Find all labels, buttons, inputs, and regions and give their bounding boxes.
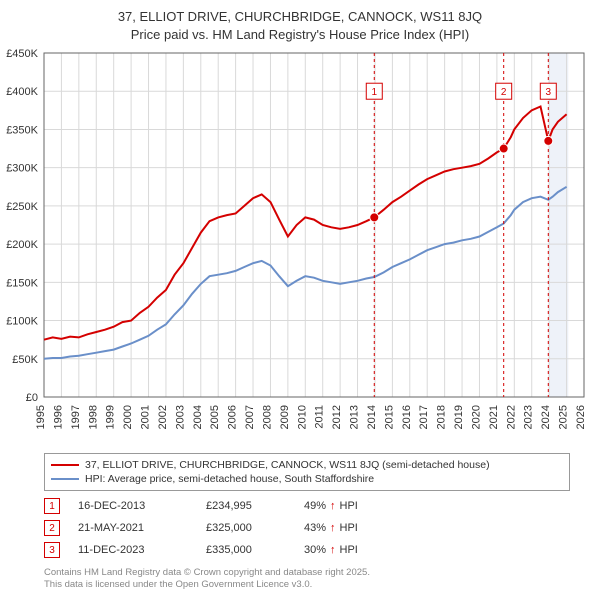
x-tick-label: 1999 bbox=[105, 405, 117, 429]
marker-badge-label-1: 1 bbox=[371, 87, 377, 98]
y-tick-label: £0 bbox=[26, 392, 38, 404]
transaction-diff-suffix: HPI bbox=[340, 522, 358, 534]
y-tick-label: £350K bbox=[6, 125, 38, 137]
x-tick-label: 2001 bbox=[140, 405, 152, 429]
y-tick-label: £300K bbox=[6, 163, 38, 175]
x-tick-label: 2008 bbox=[261, 405, 273, 429]
transaction-price: £335,000 bbox=[206, 544, 286, 556]
transaction-badge: 1 bbox=[44, 498, 60, 514]
x-tick-label: 2002 bbox=[157, 405, 169, 429]
legend-swatch bbox=[51, 464, 79, 466]
x-tick-label: 2005 bbox=[209, 405, 221, 429]
transaction-diff-suffix: HPI bbox=[340, 500, 358, 512]
chart-title: 37, ELLIOT DRIVE, CHURCHBRIDGE, CANNOCK,… bbox=[0, 0, 600, 47]
x-tick-label: 2020 bbox=[470, 405, 482, 429]
arrow-up-icon: ↑ bbox=[330, 522, 336, 534]
x-tick-label: 2010 bbox=[296, 405, 308, 429]
x-tick-label: 2007 bbox=[244, 405, 256, 429]
transaction-row: 3 11-DEC-2023 £335,000 30% ↑ HPI bbox=[44, 539, 570, 561]
x-tick-label: 2009 bbox=[279, 405, 291, 429]
x-tick-label: 2023 bbox=[523, 405, 535, 429]
x-tick-label: 2006 bbox=[227, 405, 239, 429]
transaction-price: £234,995 bbox=[206, 500, 286, 512]
legend-box: 37, ELLIOT DRIVE, CHURCHBRIDGE, CANNOCK,… bbox=[44, 453, 570, 491]
x-tick-label: 1996 bbox=[52, 405, 64, 429]
transaction-date: 11-DEC-2023 bbox=[78, 544, 188, 556]
x-tick-label: 2000 bbox=[122, 405, 134, 429]
transaction-diff-pct: 43% bbox=[304, 522, 326, 534]
title-line2: Price paid vs. HM Land Registry's House … bbox=[10, 26, 590, 44]
x-tick-label: 2019 bbox=[453, 405, 465, 429]
legend-swatch bbox=[51, 478, 79, 480]
transaction-price: £325,000 bbox=[206, 522, 286, 534]
transaction-row: 1 16-DEC-2013 £234,995 49% ↑ HPI bbox=[44, 495, 570, 517]
x-tick-label: 2011 bbox=[314, 405, 326, 429]
marker-point-1 bbox=[370, 213, 379, 222]
arrow-up-icon: ↑ bbox=[330, 544, 336, 556]
marker-badge-label-3: 3 bbox=[546, 87, 552, 98]
x-tick-label: 2017 bbox=[418, 405, 430, 429]
y-tick-label: £100K bbox=[6, 316, 38, 328]
x-tick-label: 1995 bbox=[35, 405, 47, 429]
transaction-date: 21-MAY-2021 bbox=[78, 522, 188, 534]
x-tick-label: 2016 bbox=[401, 405, 413, 429]
marker-badge-label-2: 2 bbox=[501, 87, 507, 98]
y-tick-label: £400K bbox=[6, 86, 38, 98]
transaction-row: 2 21-MAY-2021 £325,000 43% ↑ HPI bbox=[44, 517, 570, 539]
legend-label: 37, ELLIOT DRIVE, CHURCHBRIDGE, CANNOCK,… bbox=[85, 459, 490, 471]
legend-row: HPI: Average price, semi-detached house,… bbox=[51, 472, 563, 486]
y-tick-label: £450K bbox=[6, 48, 38, 60]
chart-area: £0 £50K £100K £150K £200K £250K £300K £350K £400… bbox=[0, 47, 600, 447]
transactions-table: 1 16-DEC-2013 £234,995 49% ↑ HPI 2 21-MAY-2021 £… bbox=[44, 495, 570, 561]
transaction-badge: 2 bbox=[44, 520, 60, 536]
footer-line1: Contains HM Land Registry data © Crown c… bbox=[44, 567, 570, 579]
highlight-band bbox=[548, 53, 568, 397]
transaction-diff: 30% ↑ HPI bbox=[304, 544, 358, 556]
y-tick-label: £50K bbox=[12, 354, 38, 366]
marker-point-2 bbox=[499, 144, 508, 153]
x-tick-label: 1998 bbox=[87, 405, 99, 429]
x-tick-label: 2026 bbox=[575, 405, 587, 429]
x-tick-label: 2004 bbox=[192, 405, 204, 429]
transaction-date: 16-DEC-2013 bbox=[78, 500, 188, 512]
y-tick-label: £200K bbox=[6, 239, 38, 251]
transaction-diff-pct: 30% bbox=[304, 544, 326, 556]
x-tick-label: 2018 bbox=[436, 405, 448, 429]
transaction-badge: 3 bbox=[44, 542, 60, 558]
legend-label: HPI: Average price, semi-detached house,… bbox=[85, 473, 374, 485]
x-tick-label: 2024 bbox=[540, 405, 552, 429]
marker-point-3 bbox=[544, 137, 553, 146]
transaction-diff-pct: 49% bbox=[304, 500, 326, 512]
transaction-diff: 49% ↑ HPI bbox=[304, 500, 358, 512]
y-tick-label: £250K bbox=[6, 201, 38, 213]
x-tick-label: 2003 bbox=[174, 405, 186, 429]
chart-svg: £0 £50K £100K £150K £200K £250K £300K £350K £400… bbox=[0, 47, 600, 447]
footer-attribution: Contains HM Land Registry data © Crown c… bbox=[44, 567, 570, 592]
x-tick-label: 2014 bbox=[366, 405, 378, 429]
x-tick-label: 2012 bbox=[331, 405, 343, 429]
transaction-diff-suffix: HPI bbox=[340, 544, 358, 556]
x-tick-label: 1997 bbox=[70, 405, 82, 429]
transaction-diff: 43% ↑ HPI bbox=[304, 522, 358, 534]
x-tick-label: 2013 bbox=[349, 405, 361, 429]
arrow-up-icon: ↑ bbox=[330, 500, 336, 512]
x-tick-label: 2025 bbox=[558, 405, 570, 429]
y-tick-label: £150K bbox=[6, 277, 38, 289]
title-line1: 37, ELLIOT DRIVE, CHURCHBRIDGE, CANNOCK,… bbox=[10, 8, 590, 26]
x-tick-label: 2021 bbox=[488, 405, 500, 429]
x-tick-label: 2015 bbox=[383, 405, 395, 429]
legend-row: 37, ELLIOT DRIVE, CHURCHBRIDGE, CANNOCK,… bbox=[51, 458, 563, 472]
x-tick-label: 2022 bbox=[505, 405, 517, 429]
